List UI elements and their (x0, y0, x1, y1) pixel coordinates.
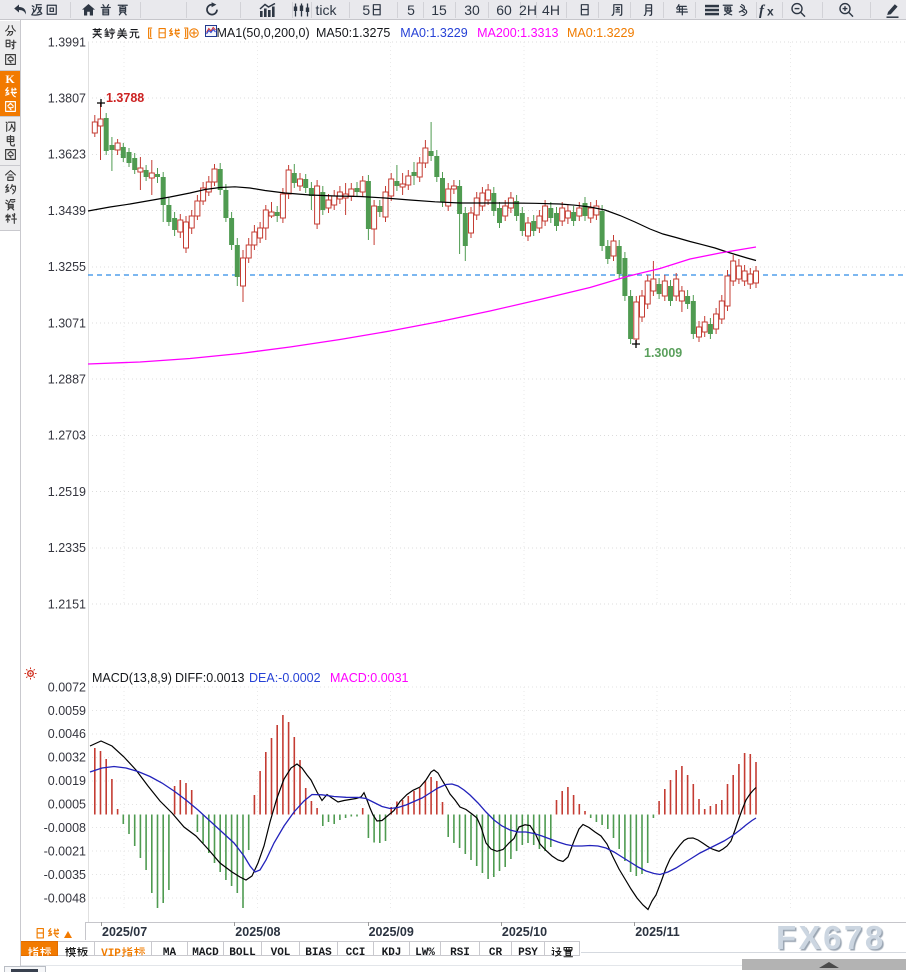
svg-text:0.0046: 0.0046 (48, 727, 86, 741)
svg-text:DEA:-0.0002: DEA:-0.0002 (249, 671, 321, 685)
svg-text:1.3991: 1.3991 (48, 35, 86, 49)
svg-text:1.2519: 1.2519 (48, 485, 86, 499)
svg-text:1.2703: 1.2703 (48, 429, 86, 443)
svg-text:-0.0021: -0.0021 (44, 844, 86, 858)
svg-text:0.0072: 0.0072 (48, 680, 86, 694)
svg-text:x: x (767, 4, 774, 18)
svg-text:MACD:0.0031: MACD:0.0031 (330, 671, 409, 685)
svg-text:1.3623: 1.3623 (48, 148, 86, 162)
svg-text:MACD(13,8,9): MACD(13,8,9) (92, 671, 172, 685)
svg-text:-0.0008: -0.0008 (44, 821, 86, 835)
svg-text:1.2335: 1.2335 (48, 541, 86, 555)
svg-text:DIFF:0.0013: DIFF:0.0013 (175, 671, 245, 685)
svg-text:1.2151: 1.2151 (48, 597, 86, 611)
svg-text:0.0019: 0.0019 (48, 774, 86, 788)
svg-text:0.0005: 0.0005 (48, 798, 86, 812)
svg-text:f: f (759, 3, 766, 18)
svg-text:1.2887: 1.2887 (48, 373, 86, 387)
svg-text:1.3788: 1.3788 (106, 91, 144, 105)
svg-text:1.3439: 1.3439 (48, 204, 86, 218)
svg-text:-0.0048: -0.0048 (44, 891, 86, 905)
svg-text:1.3071: 1.3071 (48, 316, 86, 330)
svg-text:0.0032: 0.0032 (48, 751, 86, 765)
svg-text:-0.0035: -0.0035 (44, 868, 86, 882)
svg-text:1.3009: 1.3009 (644, 346, 682, 360)
svg-text:1.3255: 1.3255 (48, 260, 86, 274)
svg-text:1.3807: 1.3807 (48, 92, 86, 106)
svg-text:0.0059: 0.0059 (48, 704, 86, 718)
